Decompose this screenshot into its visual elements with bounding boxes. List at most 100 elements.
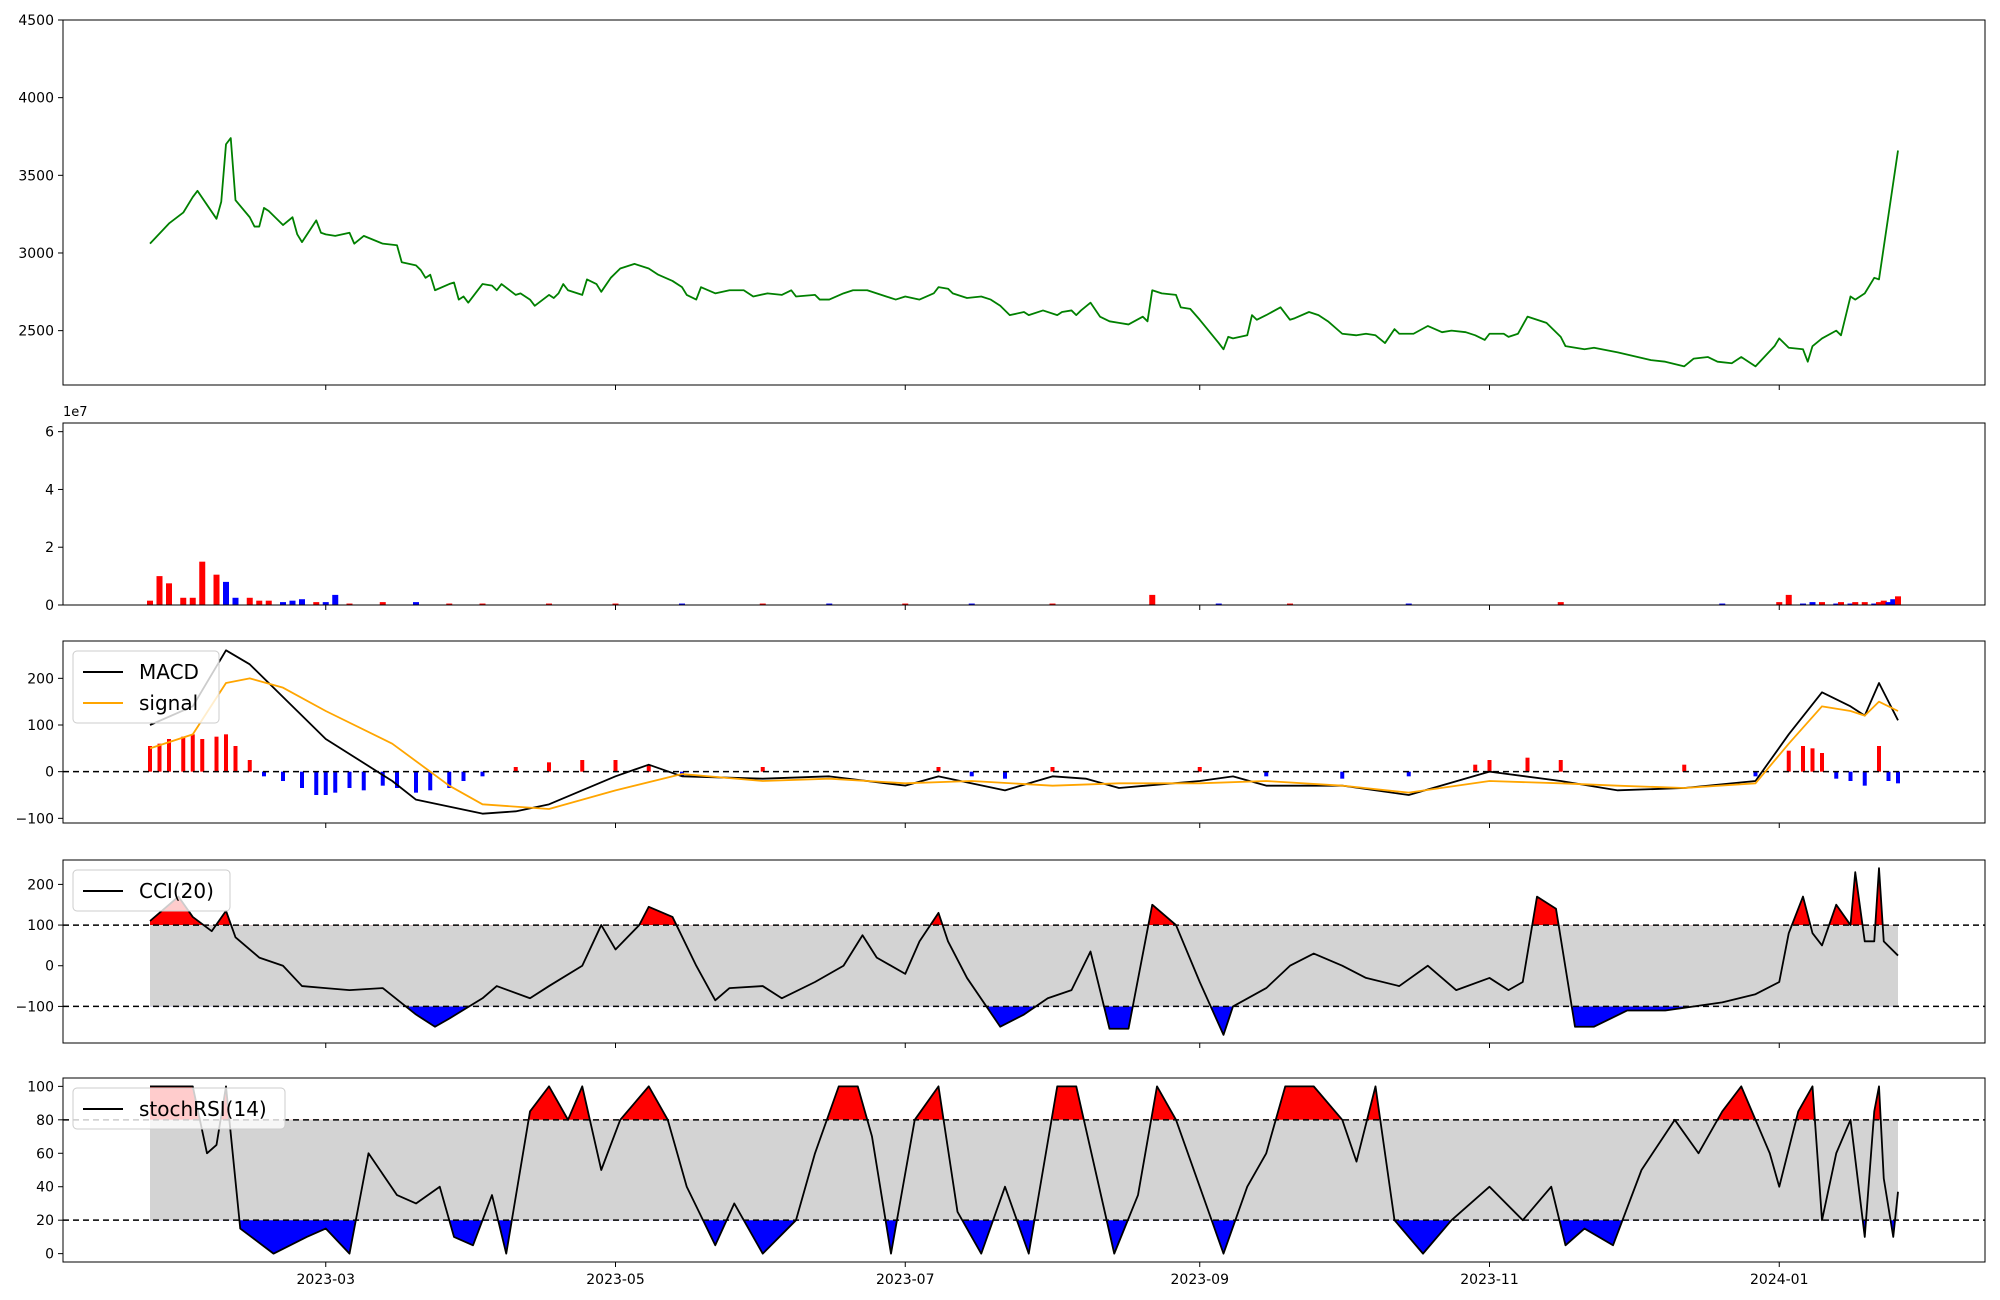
stochrsi-axes-frame	[62, 1077, 1986, 1263]
macd-histogram-bar	[323, 771, 328, 795]
macd-panel: −100 0 100 200 MACD signal	[16, 640, 1986, 828]
macd-histogram-bar	[414, 771, 418, 793]
volume-bar	[289, 600, 296, 605]
volume-bar	[1819, 602, 1825, 605]
volume-bar	[223, 581, 229, 605]
volume-bar	[1861, 602, 1868, 605]
y-tick-label: 60	[36, 1146, 54, 1162]
volume-bar	[446, 603, 453, 605]
volume-bar	[1833, 603, 1840, 605]
cci-legend: CCI(20)	[72, 869, 231, 912]
volume-bar	[1895, 596, 1901, 605]
volume-bar	[1149, 594, 1156, 605]
macd-histogram-bar	[1886, 771, 1891, 781]
volume-bar	[1871, 603, 1878, 605]
volume-bar	[246, 597, 253, 605]
cci-axes-frame	[62, 859, 1986, 1044]
y-tick-label: −100	[16, 999, 54, 1015]
macd-histogram-bar	[1810, 748, 1815, 772]
macd-histogram-bar	[247, 760, 252, 772]
macd-histogram-bar	[1003, 771, 1007, 779]
y-tick-label: 0	[45, 765, 54, 781]
volume-bar	[759, 603, 766, 605]
stochrsi-overbought-fill	[150, 1086, 1881, 1120]
x-tick-label: 2023-03	[297, 1272, 356, 1288]
cci-band	[150, 925, 1898, 1007]
volume-bar	[213, 574, 220, 605]
volume-bar	[180, 597, 187, 605]
volume-bar	[199, 561, 206, 605]
y-tick-label: 100	[27, 918, 54, 934]
macd-histogram-bar	[167, 739, 171, 772]
y-tick-label: 3500	[18, 168, 54, 184]
x-tick-label: 2024-01	[1750, 1272, 1809, 1288]
macd-histogram-bar	[1558, 760, 1563, 772]
volume-bar	[1809, 602, 1816, 605]
volume-bar	[1852, 602, 1859, 605]
macd-histogram-bar	[1473, 764, 1478, 772]
macd-histogram-bar	[1834, 771, 1839, 779]
macd-histogram-bar	[1753, 771, 1758, 777]
macd-histogram-bar	[1525, 757, 1530, 772]
macd-histogram-bar	[613, 760, 618, 772]
volume-panel: 0 2 4 6 1e7	[45, 405, 1986, 614]
y-tick-label: 4000	[18, 91, 54, 107]
macd-histogram-bar	[157, 743, 162, 772]
y-tick-label: 6	[45, 425, 54, 441]
macd-histogram-bar	[181, 736, 186, 772]
macd-histogram-bar	[1197, 767, 1202, 772]
stochrsi-series-line-0	[150, 1085, 1899, 1255]
macd-histogram-bar	[333, 771, 338, 793]
macd-histogram-bar	[1877, 746, 1881, 772]
macd-histogram-bar	[1340, 771, 1345, 779]
volume-bar	[147, 600, 153, 605]
macd-histogram-bar	[200, 739, 205, 772]
macd-histogram-bar	[580, 760, 585, 772]
stochrsi-oversold-fill	[150, 1220, 1898, 1254]
y-tick-label: 2500	[18, 324, 54, 340]
y-tick-label: 100	[27, 718, 54, 734]
legend-box	[72, 650, 220, 724]
macd-histogram-bar	[1896, 771, 1900, 784]
y-tick-label: 200	[27, 671, 54, 687]
volume-bar	[1838, 602, 1844, 605]
volume-bar	[1785, 594, 1792, 605]
volume-bar	[1890, 599, 1897, 605]
stochrsi-band	[150, 1119, 1898, 1221]
macd-histogram-bar	[513, 767, 518, 772]
macd-histogram-bar	[969, 771, 974, 777]
price-plot-area	[149, 137, 1899, 368]
volume-bar	[332, 594, 339, 605]
stochrsi-plot-area	[63, 1085, 1985, 1255]
macd-histogram-bar	[214, 736, 219, 772]
y-tick-label: 4500	[18, 13, 54, 29]
volume-bar	[679, 603, 685, 605]
price-series-line-0	[149, 137, 1899, 368]
y-tick-label: 20	[36, 1213, 54, 1229]
volume-bar	[265, 600, 272, 605]
macd-histogram-bar	[480, 771, 485, 777]
cci-panel: −100 0 100 200 CCI(20)	[16, 859, 1986, 1048]
macd-histogram-bar	[936, 767, 941, 772]
volume-bar	[968, 603, 975, 605]
x-tick-label: 2023-05	[586, 1272, 645, 1288]
macd-histogram-bar	[314, 771, 319, 795]
macd-histogram-bar	[262, 771, 266, 777]
macd-histogram-bar	[1406, 771, 1411, 777]
legend-label: MACD	[139, 660, 199, 684]
y-tick-label: 40	[36, 1180, 54, 1196]
macd-histogram-bar	[547, 762, 551, 772]
macd-series-line-1	[149, 677, 1899, 810]
macd-histogram-bar	[224, 734, 228, 772]
x-tick-label: 2023-07	[876, 1272, 935, 1288]
legend-label: CCI(20)	[139, 879, 214, 903]
stochrsi-legend: stochRSI(14)	[72, 1087, 286, 1130]
y-tick-label: 200	[27, 877, 54, 893]
macd-histogram-bar	[395, 771, 399, 788]
volume-bar	[1880, 600, 1887, 605]
macd-axes-frame	[62, 640, 1986, 824]
macd-histogram-bar	[190, 734, 195, 772]
volume-bar	[189, 597, 196, 605]
y-tick-label: 80	[36, 1113, 54, 1129]
